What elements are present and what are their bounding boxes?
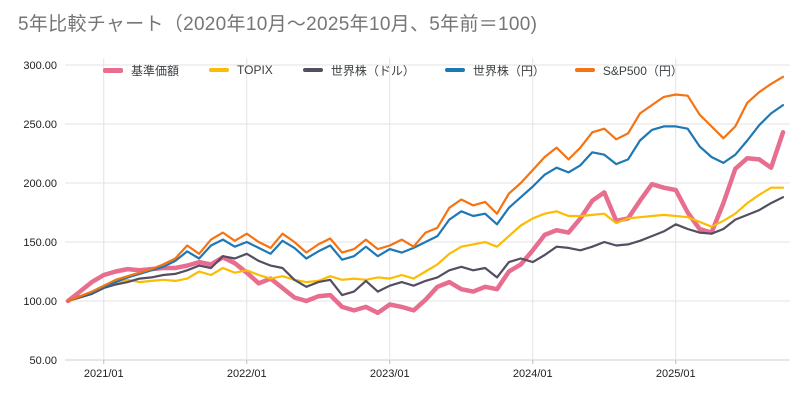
legend-item: S&P500（円） bbox=[574, 62, 683, 79]
y-axis-tick-label: 200.00 bbox=[23, 178, 57, 190]
legend-swatch-icon bbox=[574, 68, 595, 72]
legend-swatch-icon bbox=[302, 68, 323, 72]
legend-item: TOPIX bbox=[209, 63, 273, 77]
legend-swatch-icon bbox=[444, 68, 465, 72]
legend-item: 世界株（ドル） bbox=[302, 62, 415, 79]
legend-label: S&P500（円） bbox=[602, 63, 683, 78]
x-axis-tick-label: 2023/01 bbox=[370, 368, 410, 380]
legend-label: 基準価額 bbox=[131, 63, 180, 78]
legend-label: 世界株（ドル） bbox=[330, 63, 415, 78]
x-axis-tick-label: 2025/01 bbox=[656, 368, 696, 380]
y-axis-tick-label: 250.00 bbox=[23, 119, 57, 131]
y-axis-tick-label: 150.00 bbox=[23, 237, 57, 249]
chart-legend: 基準価額 TOPIX 世界株（ドル） 世界株（円） S&P500（円） bbox=[103, 61, 683, 79]
series-line bbox=[66, 75, 785, 303]
chart-title: 5年比較チャート（2020年10月～2025年10月、5年前＝100) bbox=[18, 14, 538, 35]
y-axis-tick-label: 100.00 bbox=[23, 296, 57, 308]
x-axis-tick-label: 2022/01 bbox=[227, 368, 267, 380]
series-line bbox=[66, 103, 785, 303]
legend-label: TOPIX bbox=[237, 63, 273, 77]
y-axis-tick-label: 300.00 bbox=[23, 60, 57, 72]
legend-label: 世界株（円） bbox=[472, 63, 545, 78]
y-axis-tick-label: 50.00 bbox=[29, 355, 57, 367]
legend-swatch-icon bbox=[209, 68, 230, 72]
x-axis-tick-label: 2024/01 bbox=[513, 368, 553, 380]
legend-item: 基準価額 bbox=[103, 62, 179, 79]
series-line bbox=[66, 186, 785, 303]
legend-swatch-icon bbox=[103, 67, 123, 73]
series-line bbox=[66, 196, 785, 303]
x-axis-tick-label: 2021/01 bbox=[84, 368, 124, 380]
legend-item: 世界株（円） bbox=[444, 62, 545, 79]
series-line bbox=[65, 130, 786, 316]
